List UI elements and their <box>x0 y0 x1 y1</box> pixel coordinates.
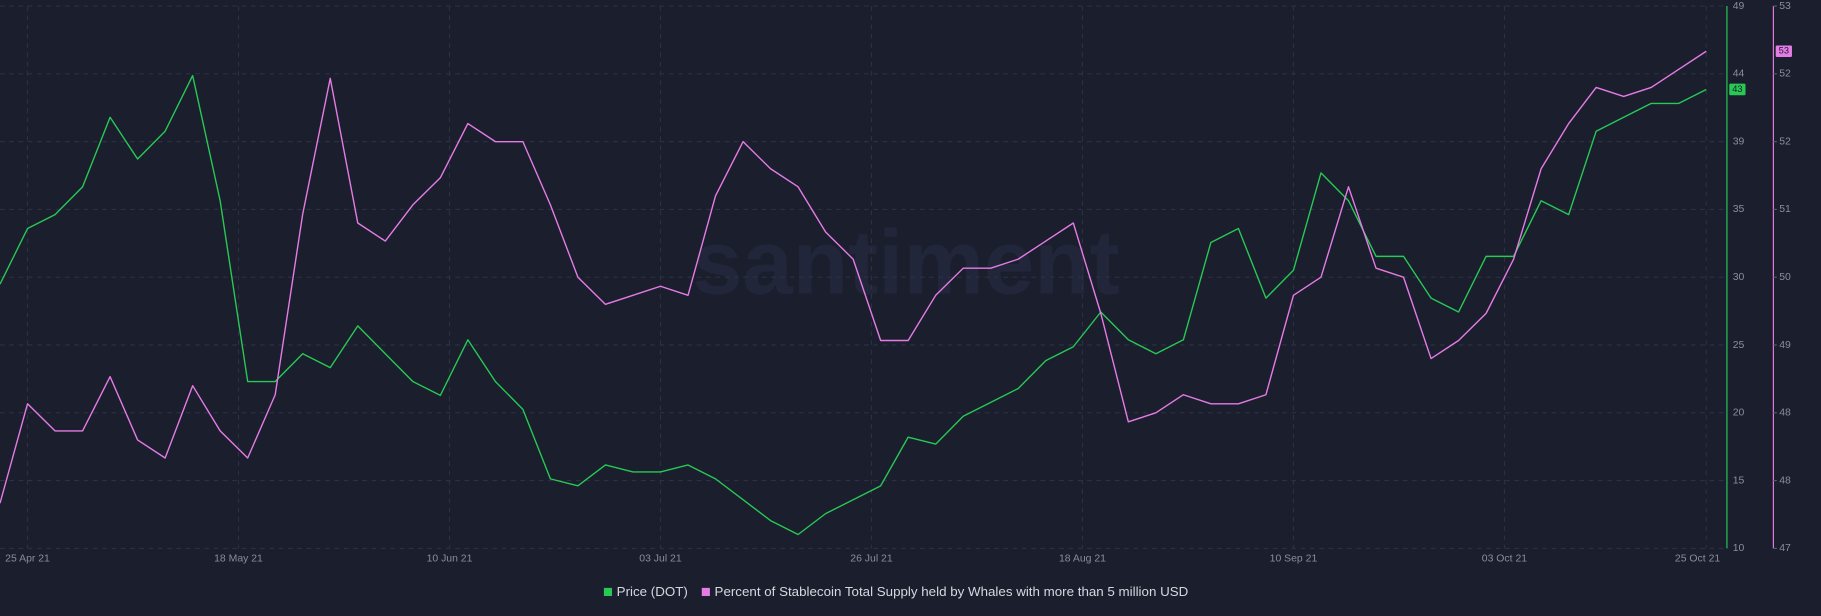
x-tick-label: 03 Jul 21 <box>639 554 682 565</box>
x-tick-label: 25 Oct 21 <box>1675 554 1720 565</box>
series-line <box>0 74 1707 536</box>
y-tick-label: 25 <box>1733 340 1745 351</box>
current-value-label: 43 <box>1732 84 1742 94</box>
legend-label: Price (DOT) <box>617 584 688 599</box>
y-tick-label: 39 <box>1733 136 1745 147</box>
series-line <box>0 50 1707 504</box>
x-tick-label: 10 Jun 21 <box>427 554 473 565</box>
y2-tick-label: 47 <box>1779 543 1791 554</box>
y-tick-label: 35 <box>1733 204 1745 215</box>
y-tick-label: 10 <box>1733 543 1745 554</box>
current-value-label: 53 <box>1779 46 1789 56</box>
x-tick-label: 18 May 21 <box>214 554 263 565</box>
y-tick-label: 15 <box>1733 475 1745 486</box>
y2-tick-label: 52 <box>1779 136 1791 147</box>
x-tick-label: 03 Oct 21 <box>1482 554 1527 565</box>
y2-tick-label: 53 <box>1779 1 1791 12</box>
y-tick-label: 20 <box>1733 408 1745 419</box>
y2-tick-label: 49 <box>1779 340 1791 351</box>
y2-tick-label: 48 <box>1779 408 1791 419</box>
current-value-tag <box>1729 83 1746 96</box>
legend-swatch <box>603 587 613 597</box>
x-tick-label: 25 Apr 21 <box>5 554 50 565</box>
y2-tick-label: 52 <box>1779 69 1791 80</box>
x-tick-label: 26 Jul 21 <box>850 554 893 565</box>
legend-label: Percent of Stablecoin Total Supply held … <box>715 584 1189 599</box>
y2-tick-label: 48 <box>1779 475 1791 486</box>
watermark: santiment <box>692 213 1120 314</box>
x-tick-label: 10 Sep 21 <box>1270 554 1318 565</box>
legend: Price (DOT) Percent of Stablecoin Total S… <box>603 584 1189 599</box>
y-tick-label: 30 <box>1733 272 1745 283</box>
y-tick-label: 44 <box>1733 69 1745 80</box>
current-value-tag <box>1775 45 1792 58</box>
legend-swatch <box>701 587 710 597</box>
y2-tick-label: 51 <box>1779 204 1791 215</box>
y-tick-label: 49 <box>1733 1 1745 12</box>
x-tick-label: 18 Aug 21 <box>1059 554 1106 565</box>
y2-tick-label: 50 <box>1779 272 1791 283</box>
